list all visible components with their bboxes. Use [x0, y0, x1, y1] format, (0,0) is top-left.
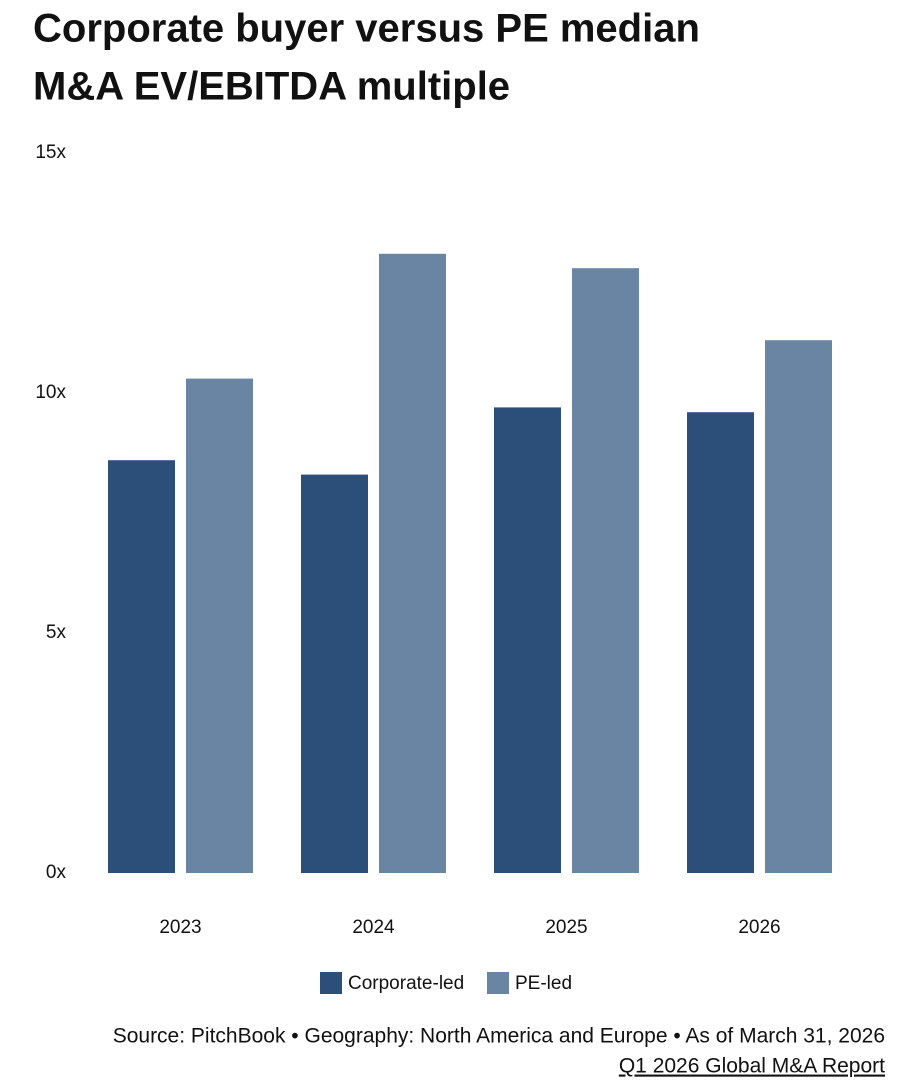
legend-swatch: [320, 972, 342, 994]
legend-label: PE-led: [515, 973, 572, 994]
bar: [186, 378, 253, 873]
legend-swatch: [487, 972, 509, 994]
bar: [108, 460, 175, 873]
y-tick-label: 10x: [35, 382, 66, 403]
chart-title: M&A EV/EBITDA multiple: [33, 65, 510, 109]
legend-label: Corporate-led: [348, 973, 464, 994]
chart-title: Corporate buyer versus PE median: [33, 7, 700, 51]
y-tick-label: 0x: [46, 862, 67, 883]
y-tick-label: 15x: [35, 142, 66, 163]
bar: [687, 412, 754, 873]
x-tick-label: 2026: [738, 917, 780, 938]
bar: [572, 268, 639, 873]
bar: [765, 340, 832, 873]
bar: [494, 407, 561, 873]
bar: [301, 474, 368, 873]
source-note: Source: PitchBook • Geography: North Ame…: [113, 1025, 885, 1048]
bar: [379, 253, 446, 874]
x-tick-label: 2024: [352, 917, 395, 938]
report-link[interactable]: Q1 2026 Global M&A Report: [619, 1055, 885, 1078]
y-tick-label: 5x: [46, 622, 67, 643]
x-tick-label: 2023: [159, 917, 201, 938]
x-tick-label: 2025: [545, 917, 587, 938]
